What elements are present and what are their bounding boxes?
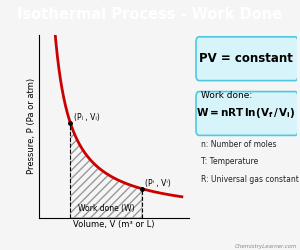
Text: Isothermal Process - Work Done: Isothermal Process - Work Done (17, 7, 283, 22)
Text: $\mathbf{W = nRT\,ln(V_f\,/\,V_i)}$: $\mathbf{W = nRT\,ln(V_f\,/\,V_i)}$ (196, 106, 296, 120)
Text: Work done (W): Work done (W) (78, 204, 134, 213)
Text: PV = constant: PV = constant (199, 52, 293, 65)
Y-axis label: Pressure, P (Pa or atm): Pressure, P (Pa or atm) (27, 78, 36, 174)
Text: (Pᵢ , Vᵢ): (Pᵢ , Vᵢ) (74, 112, 100, 122)
Text: (Pⁱ , Vⁱ): (Pⁱ , Vⁱ) (146, 179, 171, 188)
X-axis label: Volume, V (m³ or L): Volume, V (m³ or L) (73, 220, 155, 229)
Text: ChemistryLearner.com: ChemistryLearner.com (235, 244, 297, 249)
Text: R: Universal gas constant: R: Universal gas constant (201, 175, 299, 184)
FancyBboxPatch shape (196, 92, 298, 136)
Text: Work done:: Work done: (201, 91, 252, 100)
Text: n: Number of moles: n: Number of moles (201, 140, 277, 149)
Text: T: Temperature: T: Temperature (201, 157, 258, 166)
FancyBboxPatch shape (196, 37, 298, 80)
